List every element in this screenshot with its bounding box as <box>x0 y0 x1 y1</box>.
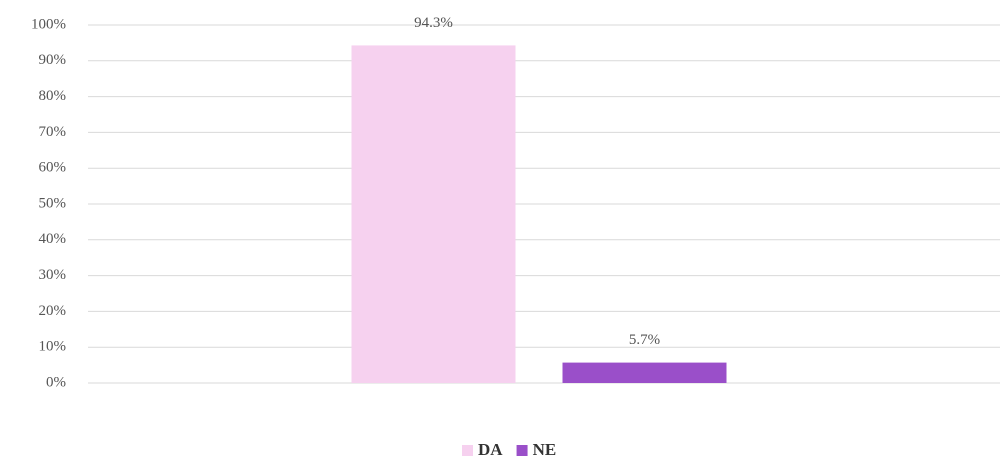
bar <box>562 362 727 383</box>
y-tick-label: 40% <box>39 231 67 247</box>
legend-label: DA <box>478 440 503 459</box>
y-tick-label: 80% <box>39 88 67 104</box>
bar <box>351 45 516 383</box>
data-label: 94.3% <box>414 15 453 31</box>
y-tick-label: 30% <box>39 267 67 283</box>
y-tick-label: 90% <box>39 52 67 68</box>
data-label: 5.7% <box>629 332 660 348</box>
legend-label: NE <box>533 440 557 459</box>
y-tick-label: 100% <box>31 16 66 32</box>
legend-swatch <box>516 445 528 456</box>
y-tick-label: 20% <box>39 303 67 319</box>
y-tick-label: 50% <box>39 195 67 211</box>
y-tick-label: 10% <box>39 339 67 355</box>
y-tick-label: 0% <box>46 374 66 390</box>
y-tick-label: 70% <box>39 124 67 140</box>
legend-swatch <box>462 445 473 456</box>
y-tick-label: 60% <box>39 160 67 176</box>
